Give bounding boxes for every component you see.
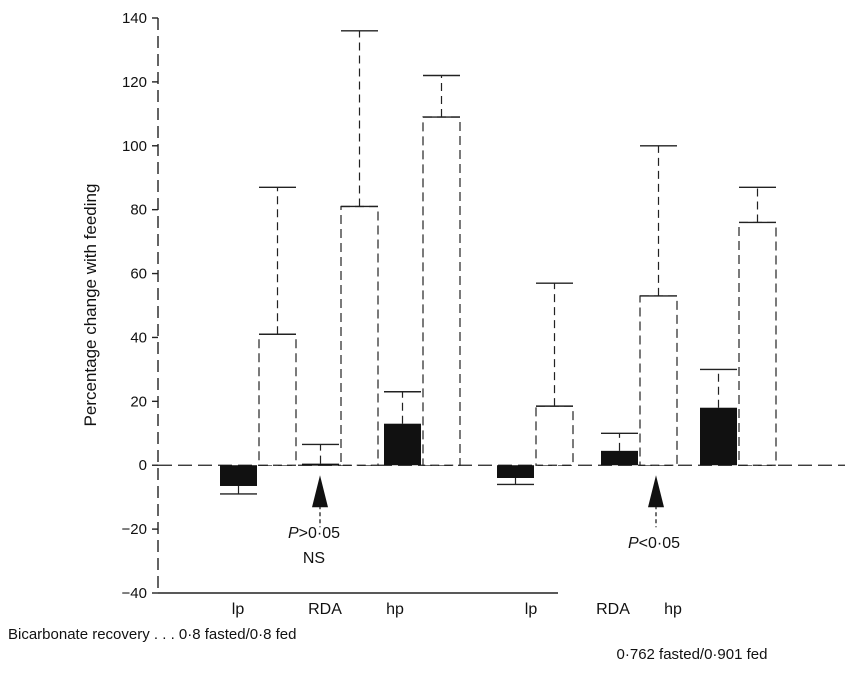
bar-hollow-rda [639,295,678,466]
bar-solid-rda [302,463,339,466]
bar-hollow-rda [340,205,379,466]
y-tick-label: 20 [130,393,147,410]
bar-solid-hp [700,407,737,466]
category-label-rda: RDA [596,601,630,618]
bar-solid-lp [220,465,257,486]
category-label-lp: lp [525,601,538,618]
category-label-rda: RDA [308,601,342,618]
category-label-lp: lp [232,601,245,618]
annotation-arrow-head [312,475,328,508]
y-tick-label: 100 [122,138,147,155]
recovery-label: Bicarbonate recovery . . . 0·8 fasted/0·… [8,626,297,643]
bar-hollow-lp [535,405,574,466]
y-axis-label: Percentage change with feeding [81,184,100,427]
bar-solid-rda [601,450,638,466]
bar-hollow-lp [258,333,297,466]
bar-solid-lp [497,465,534,478]
labels: −40 −20 0 20 40 60 80 100 120 140 Percentage chang… [8,10,767,663]
recovery-label: 0·762 fasted/0·901 fed [617,646,768,663]
y-tick-label: 80 [130,202,147,219]
y-tick-label: −20 [122,521,147,538]
p-value-label: P>0·05 [288,525,340,542]
y-tick-label: 120 [122,74,147,91]
bars [220,30,777,495]
y-tick-label: 0 [139,457,147,474]
category-label-hp: hp [664,601,682,618]
ns-label: NS [303,550,325,567]
y-tick-label: 40 [130,329,147,346]
y-tick-label: 140 [122,10,147,27]
annotation-arrow-head [648,475,664,508]
bar-hollow-hp [422,116,461,466]
bar-hollow-hp [738,221,777,466]
y-tick-label: 60 [130,266,147,283]
p-value-label: P<0·05 [628,535,680,552]
category-label-hp: hp [386,601,404,618]
bar-solid-hp [384,423,421,466]
y-tick-label: −40 [122,585,147,602]
